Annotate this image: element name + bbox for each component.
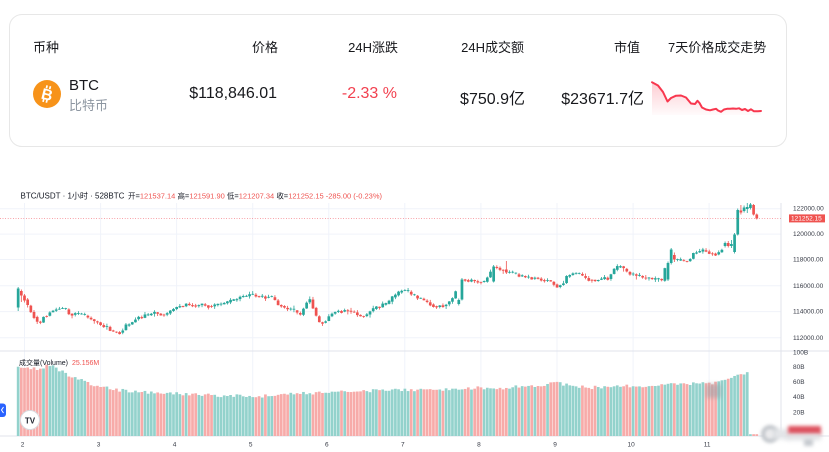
svg-text:100B: 100B: [793, 349, 808, 356]
svg-text:112000.00: 112000.00: [793, 335, 824, 342]
svg-text:20B: 20B: [793, 409, 805, 416]
svg-text:3: 3: [97, 442, 101, 449]
svg-text:25.156M: 25.156M: [72, 360, 99, 367]
svg-text:122000.00: 122000.00: [793, 206, 824, 213]
svg-text:8: 8: [477, 442, 481, 449]
svg-text:4: 4: [173, 442, 177, 449]
svg-text:120000.00: 120000.00: [793, 231, 824, 238]
svg-text:TV: TV: [25, 417, 36, 426]
svg-text:BTC/USDT · 1小时 · 528BTC: BTC/USDT · 1小时 · 528BTC: [21, 191, 125, 201]
svg-text:11: 11: [704, 442, 711, 449]
svg-text:成交量(Volume): 成交量(Volume): [19, 358, 68, 367]
svg-text:7: 7: [401, 442, 405, 449]
svg-text:60B: 60B: [793, 379, 805, 386]
svg-text:10: 10: [627, 442, 635, 449]
svg-text:开=121537.14 高=121591.90 低=1212: 开=121537.14 高=121591.90 低=121207.34 收=12…: [128, 191, 383, 201]
svg-text:80B: 80B: [793, 364, 805, 371]
svg-text:116000.00: 116000.00: [793, 283, 824, 290]
svg-text:118000.00: 118000.00: [793, 257, 824, 264]
svg-text:121252.15: 121252.15: [791, 216, 822, 223]
svg-text:40B: 40B: [793, 394, 805, 401]
svg-text:114000.00: 114000.00: [793, 309, 824, 316]
svg-text:2: 2: [21, 442, 25, 449]
svg-text:9: 9: [553, 442, 557, 449]
svg-text:5: 5: [249, 442, 253, 449]
svg-text:6: 6: [325, 442, 329, 449]
